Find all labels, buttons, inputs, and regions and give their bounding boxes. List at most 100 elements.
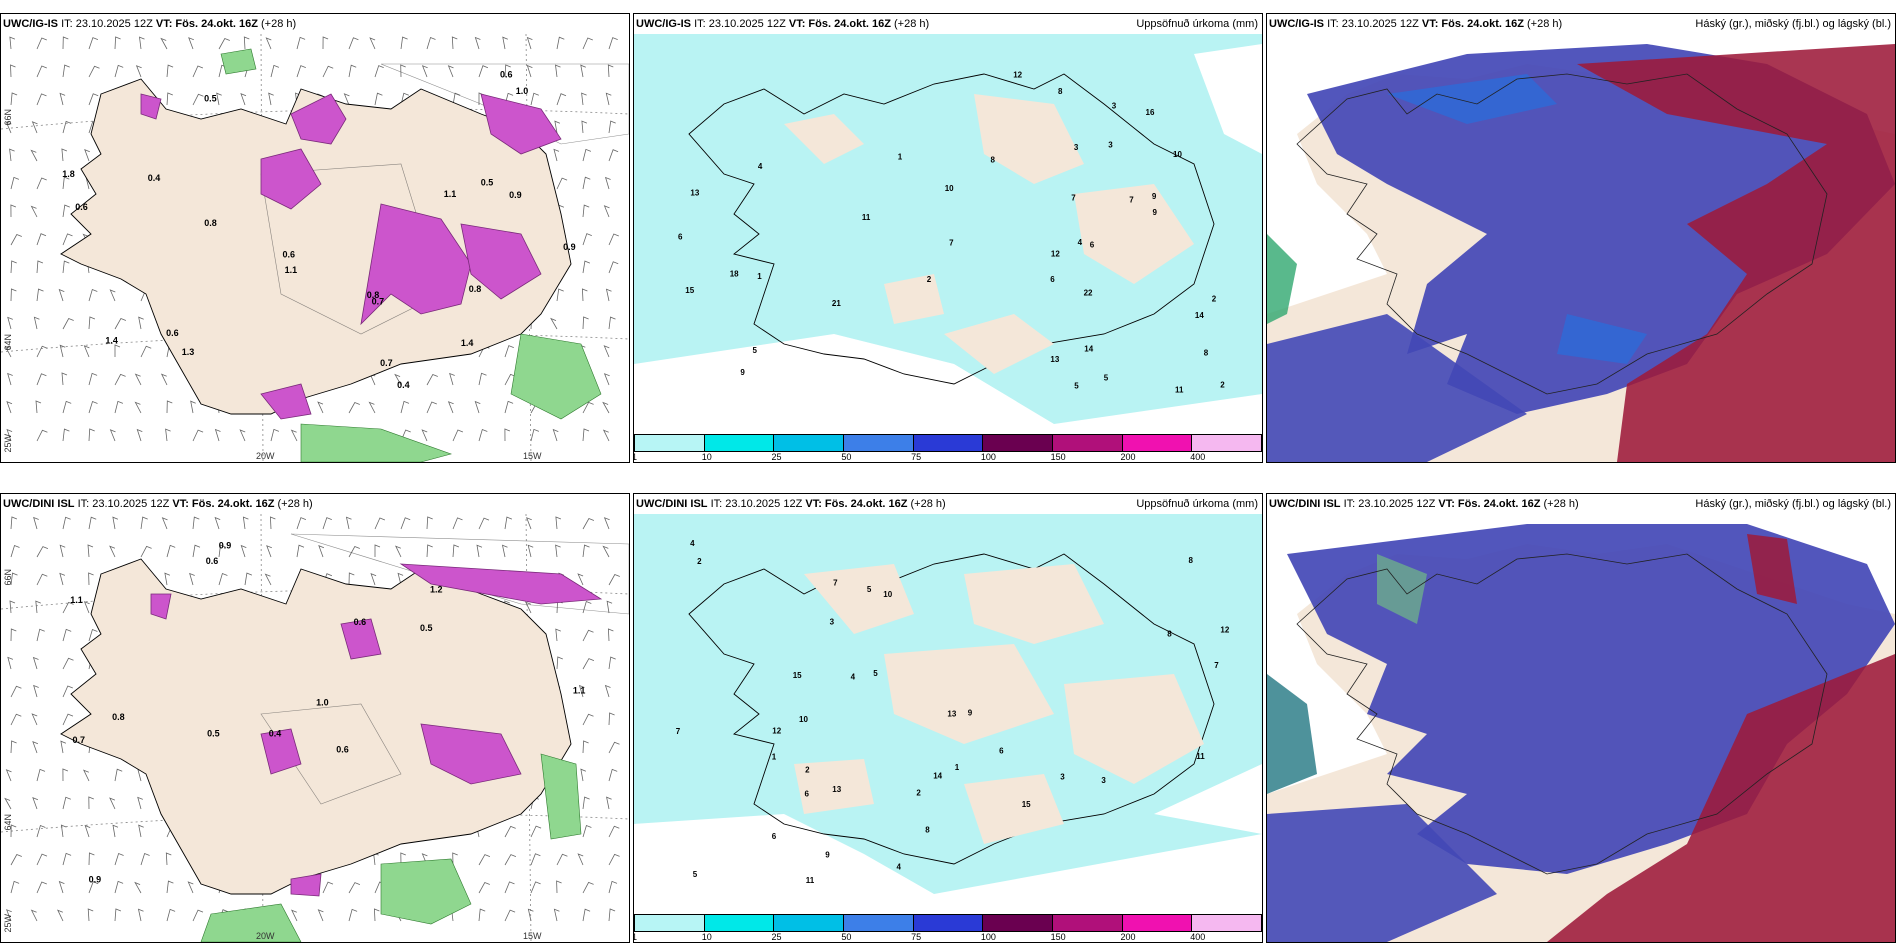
wind-barb — [527, 544, 534, 558]
wind-barb — [36, 288, 44, 302]
wind-barb — [62, 685, 73, 698]
wind-barb — [88, 516, 97, 530]
wind-barb — [504, 345, 514, 358]
legend-tick-label: 400 — [1190, 932, 1206, 942]
wind-barb — [426, 544, 433, 558]
wind-barb — [269, 516, 276, 530]
wind-barb — [190, 400, 196, 414]
iceland-land — [60, 78, 572, 415]
panel-bottom-right: UWC/DINI ISL IT: 23.10.2025 12Z VT: Fös.… — [1266, 493, 1896, 943]
wind-barb — [478, 428, 488, 442]
init-time: IT: 23.10.2025 12Z — [710, 498, 803, 510]
lon-label: 15W — [523, 451, 542, 461]
wind-barb — [134, 401, 142, 414]
precip-value-label: 2 — [697, 557, 702, 566]
precip-value-label: 1.0 — [316, 697, 329, 707]
precip-value-label: 2 — [927, 275, 932, 284]
map-title: Uppsöfnuð úrkoma (mm) — [1136, 498, 1258, 510]
precip-value-label: 1.4 — [461, 338, 474, 348]
wind-barb — [88, 428, 95, 442]
wind-barb — [608, 656, 616, 670]
wind-barb — [582, 428, 590, 442]
wind-barb — [348, 37, 359, 50]
lead-time: (+28 h) — [910, 498, 946, 510]
wind-barb — [474, 400, 481, 414]
wind-barb — [400, 92, 409, 106]
wind-barb — [602, 401, 610, 414]
hatched-mix-area — [260, 533, 629, 805]
wind-barb — [397, 572, 404, 586]
wind-barb — [556, 853, 568, 866]
precip-value-label: 0.5 — [481, 177, 494, 187]
precip-value-label: 13 — [832, 785, 841, 794]
panel-header: UWC/IG-IS IT: 23.10.2025 12Z VT: Fös. 24… — [634, 14, 1262, 34]
precip-value-label: 5 — [753, 346, 758, 355]
precip-value-label: 4 — [690, 539, 695, 548]
legend-tick-label: 150 — [1050, 932, 1066, 942]
precip-value-label: 4 — [758, 162, 763, 171]
wind-barb — [192, 909, 204, 922]
init-time: IT: 23.10.2025 12Z — [694, 18, 786, 30]
wind-barb — [400, 64, 406, 78]
wind-barb — [36, 546, 49, 558]
wind-barb — [452, 429, 464, 442]
wind-barb — [62, 428, 70, 442]
wind-barb — [582, 148, 592, 162]
wind-barb — [452, 544, 460, 558]
lead-time: (+28 h) — [894, 18, 930, 30]
wind-barb — [348, 908, 358, 922]
wind-barb — [165, 852, 172, 866]
precip-value-label: 9 — [740, 368, 745, 377]
wind-barb — [604, 684, 611, 698]
panel-header: UWC/DINI ISL IT: 23.10.2025 12Z VT: Fös.… — [1267, 494, 1895, 514]
precip-value-label: 1.4 — [105, 335, 118, 345]
wind-barb — [553, 908, 560, 922]
precip-value-label: 7 — [949, 238, 954, 247]
panel-bottom-mid: UWC/DINI ISL IT: 23.10.2025 12Z VT: Fös.… — [633, 493, 1263, 943]
wind-barb — [61, 148, 68, 162]
wind-barb — [608, 120, 616, 134]
wind-barb — [88, 37, 99, 50]
wind-barb — [504, 400, 514, 414]
precip-value-label: 13 — [1050, 355, 1059, 364]
wind-barb — [239, 429, 246, 442]
wind-barb — [4, 797, 12, 810]
legend-tick-label: 200 — [1120, 932, 1136, 942]
model-name: UWC/IG-IS — [636, 18, 691, 30]
iceland-coast — [688, 73, 1215, 385]
precip-value-label: 8 — [1204, 349, 1209, 358]
wind-barb — [296, 36, 306, 50]
wind-barb — [33, 516, 39, 530]
precip-value-label: 6 — [805, 789, 810, 798]
wind-barb — [61, 372, 68, 386]
wind-barb — [322, 881, 334, 894]
high-cloud-area — [1747, 534, 1797, 604]
wind-barb — [478, 881, 490, 894]
wind-barb — [83, 345, 90, 358]
wind-barb — [33, 684, 39, 698]
precip-value-label: 5 — [1074, 382, 1079, 391]
wind-barb — [9, 600, 16, 614]
precip-value-label: 6 — [772, 832, 777, 841]
wind-barb — [394, 545, 402, 558]
wind-barb — [290, 909, 298, 922]
wind-barb — [138, 824, 144, 838]
panel-header: UWC/DINI ISL IT: 23.10.2025 12Z VT: Fös.… — [1, 494, 629, 514]
wind-barb — [504, 516, 513, 530]
wind-barb — [114, 317, 127, 330]
map-title: Háský (gr.), miðský (fj.bl.) og lágský (… — [1695, 18, 1891, 30]
precip-value-label: 4 — [851, 673, 856, 682]
panel-top-right: UWC/IG-IS IT: 23.10.2025 12Z VT: Fös. 24… — [1266, 13, 1896, 463]
precip-value-label: 6 — [1050, 275, 1055, 284]
wind-barb — [114, 36, 121, 50]
wind-barb — [608, 573, 620, 586]
lon-label: 15W — [523, 931, 542, 941]
wind-barb — [374, 65, 384, 78]
precip-value-label: 6 — [999, 747, 1004, 756]
precip-value-label: 18 — [730, 270, 739, 279]
wind-barb — [582, 316, 589, 330]
legend-swatch — [774, 915, 845, 931]
wind-barb — [192, 65, 204, 78]
wind-barb — [5, 769, 12, 782]
wind-barb — [608, 37, 618, 50]
